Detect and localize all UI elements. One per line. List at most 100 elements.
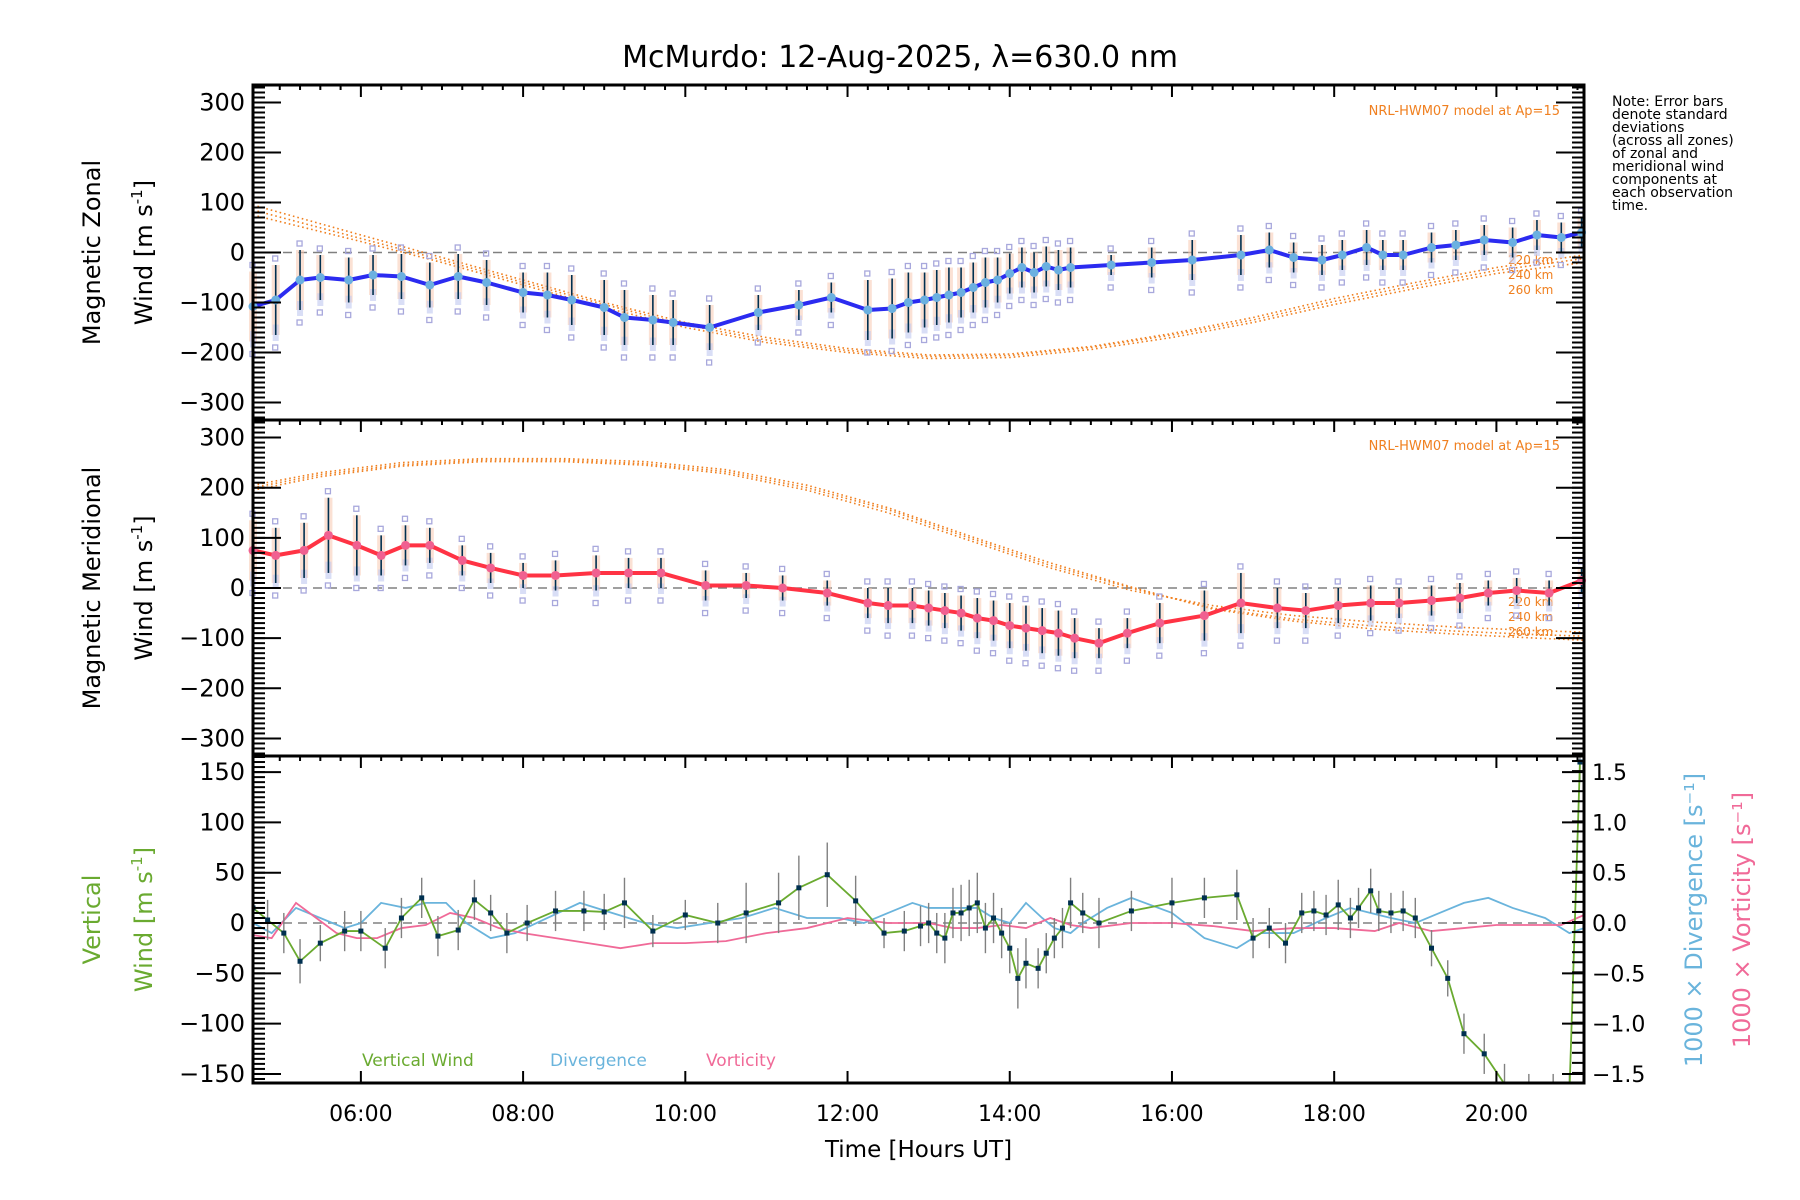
y-tick-label: 100 — [199, 524, 245, 552]
zone-sample-marker — [957, 326, 964, 334]
zone-sample-marker — [981, 316, 989, 324]
zonal-data-point — [396, 272, 406, 281]
zone-sample-marker — [600, 270, 607, 277]
meridional-data-point — [701, 580, 711, 590]
zone-scatter — [1302, 622, 1309, 635]
zone-scatter — [1266, 262, 1273, 274]
zone-sample-marker — [454, 244, 461, 251]
y-tick-label: 100 — [199, 808, 245, 836]
zone-sample-marker — [519, 321, 526, 329]
model-label: NRL-HWM07 model at Ap=15 — [1369, 104, 1560, 119]
zone-sample-marker — [1038, 662, 1045, 669]
zone-sample-marker — [1030, 301, 1037, 309]
vertical-wind-point — [743, 910, 749, 916]
meridional-data-point — [323, 530, 333, 540]
zone-scatter — [426, 557, 433, 569]
meridional-data-point — [989, 616, 999, 626]
zone-sample-marker — [482, 314, 490, 321]
vertical-wind-point — [918, 923, 924, 929]
x-tick-label: 06:00 — [329, 1102, 392, 1127]
meridional-data-point — [1005, 621, 1015, 631]
zone-sample-marker — [1427, 624, 1435, 632]
vertical-wind-point — [1234, 892, 1240, 898]
zonal-data-point — [315, 273, 325, 282]
y-tick-label: 200 — [199, 139, 245, 167]
meridional-data-point — [1053, 628, 1063, 638]
meridional-data-point — [299, 545, 309, 555]
model-label: NRL-HWM07 model at Ap=15 — [1369, 439, 1560, 454]
x-tick-label: 16:00 — [1140, 1102, 1203, 1127]
zone-scatter — [795, 315, 802, 326]
zonal-data-point — [932, 293, 942, 302]
zone-sample-marker — [519, 262, 526, 270]
zone-sample-marker — [1148, 286, 1155, 294]
right-tick-label: 0.0 — [1592, 912, 1627, 937]
zone-scatter — [1379, 265, 1386, 276]
zone-sample-marker — [1018, 296, 1025, 304]
zonal-data-point — [944, 290, 954, 300]
zone-sample-marker — [1456, 573, 1463, 580]
vertical-wind-point — [901, 928, 907, 934]
zone-sample-marker — [1200, 580, 1208, 588]
zone-sample-marker — [377, 584, 384, 592]
zone-sample-marker — [401, 515, 409, 522]
zonal-data-point — [1029, 268, 1039, 277]
zone-sample-marker — [1042, 295, 1049, 303]
zonal-data-point — [668, 318, 678, 327]
vertical-wind-point — [950, 910, 956, 916]
zonal-data-point — [1147, 258, 1157, 267]
vertical-wind-point — [1551, 1092, 1556, 1097]
y-axis-label-line1: Vertical — [78, 875, 106, 965]
vertical-wind-point — [601, 909, 607, 915]
zonal-data-point — [920, 295, 930, 305]
zonal-data-point — [1005, 269, 1015, 278]
x-tick-label: 10:00 — [654, 1102, 717, 1127]
zone-sample-marker — [1273, 578, 1281, 585]
zonal-data-point — [599, 303, 609, 312]
zone-sample-marker — [742, 563, 749, 570]
zone-sample-marker — [1480, 264, 1487, 271]
zonal-data-point — [518, 288, 528, 297]
zone-sample-marker — [969, 252, 976, 260]
meridional-data-point — [972, 613, 982, 623]
zone-sample-marker — [1237, 563, 1244, 570]
zone-sample-marker — [1054, 299, 1062, 306]
zone-scatter — [1578, 589, 1585, 600]
y-tick-label: 0 — [230, 909, 245, 937]
vertical-wind-point — [982, 925, 988, 931]
zone-sample-marker — [1318, 235, 1325, 242]
zone-sample-marker — [1456, 622, 1463, 629]
zone-scatter — [743, 594, 750, 605]
zone-sample-marker — [1265, 222, 1272, 230]
zone-sample-marker — [1022, 595, 1029, 603]
zonal-data-point — [1398, 250, 1408, 260]
meridional-data-point — [425, 540, 435, 550]
meridional-data-point — [457, 555, 467, 565]
meridional-data-point — [1427, 596, 1437, 606]
vertical-wind-point — [853, 898, 859, 904]
y-tick-label: 300 — [199, 89, 245, 117]
y-tick-label: −50 — [194, 959, 245, 987]
vertical-wind-point — [881, 930, 887, 936]
vertical-wind-point — [1445, 975, 1451, 981]
zone-sample-marker — [1237, 284, 1244, 291]
zonal-data-point — [1556, 233, 1566, 242]
legend-divergence: Divergence — [550, 1051, 647, 1071]
y-axis-label-line2: Wind [m s-1] — [128, 847, 158, 992]
zone-sample-marker — [864, 627, 871, 634]
zone-sample-marker — [1395, 578, 1402, 585]
vertical-wind-point — [1023, 960, 1029, 966]
zonal-data-point — [1479, 235, 1489, 245]
zone-sample-marker — [1508, 266, 1516, 274]
zone-sample-marker — [296, 240, 303, 247]
y-tick-label: −200 — [179, 339, 245, 367]
zone-sample-marker — [1452, 269, 1459, 276]
meridional-data-point — [1122, 628, 1132, 638]
zone-sample-marker — [1557, 261, 1564, 269]
zone-sample-marker — [924, 580, 932, 588]
meridional-data-point — [1512, 586, 1522, 596]
zone-sample-marker — [426, 572, 433, 579]
zone-scatter — [958, 625, 965, 637]
vertical-wind-point — [934, 930, 940, 936]
